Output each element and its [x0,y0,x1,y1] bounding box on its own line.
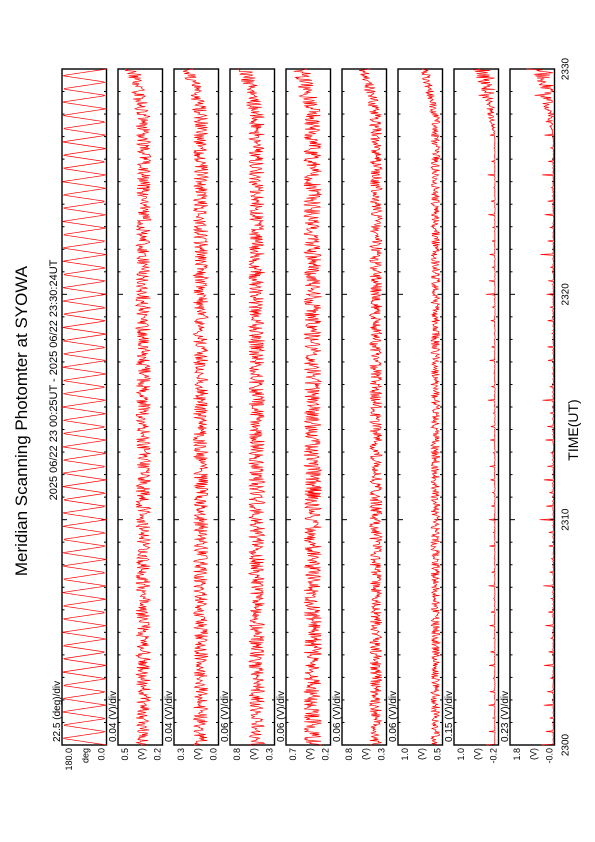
panel-3: 0.0 (V) 0.30.04 (V)/div [164,68,220,761]
y-tick-label: 0.2 [153,748,163,761]
time-range-label: 2025 06/22 23 00:25UT - 2025 06/22 23:30… [48,259,60,500]
panel-frame [61,68,108,746]
data-trace [293,68,323,746]
y-tick-label: 0.0 [97,748,107,761]
y-tick-label: (V) [136,748,146,760]
data-trace [125,68,152,746]
panel-7: 0.5 (V) 1.00.06 (V)/div [388,68,444,761]
panel-scale-label: 0.23 (V)/div [500,691,511,742]
panel-5: 0.2 (V) 0.70.06 (V)/div [276,68,332,761]
y-tick-label: (V) [192,748,202,760]
x-axis-label: TIME(UT) [565,399,581,460]
panel-scale-label: 0.06 (V)/div [332,691,343,742]
panel-frame [285,68,332,746]
data-trace [420,68,441,746]
x-axis: 2300 2310 2320 2330 [561,57,572,756]
y-tick-label: 0.8 [344,748,354,761]
y-tick-label: 0.3 [377,748,387,761]
x-tick-label: 2330 [561,57,572,80]
panel-8: -0.2 (V) 1.00.15 (V)/div [444,68,500,764]
panel-scale-label: 0.04 (V)/div [108,691,119,742]
y-tick-label: 0.5 [433,748,443,761]
y-tick-label: (V) [360,748,370,760]
y-tick-label: (V) [416,748,426,760]
y-tick-label: (V) [528,748,538,760]
y-tick-label: 180.0 [64,748,74,771]
y-tick-label: 0.3 [176,748,186,761]
y-tick-label: 1.0 [456,748,466,761]
data-trace [182,68,210,746]
data-trace [473,68,496,746]
panel-frame [117,68,164,746]
y-tick-label: -0.0 [545,748,555,764]
y-tick-label: 0.7 [288,748,298,761]
data-trace [61,68,107,746]
panel-scale-label: 22.5 (deg)/div [52,681,63,742]
y-tick-label: 0.8 [232,748,242,761]
data-trace [526,68,555,746]
data-trace [359,68,384,746]
y-tick-label: (V) [472,748,482,760]
panel-scale-label: 0.04 (V)/div [164,691,175,742]
panel-scale-label: 0.15 (V)/div [444,691,455,742]
data-trace [237,68,266,746]
panel-9: -0.0 (V) 1.80.23 (V)/div [500,68,556,764]
y-tick-label: 0.3 [265,748,275,761]
panel-6: 0.3 (V) 0.80.06 (V)/div [332,68,388,761]
x-tick-label: 2300 [561,733,572,756]
panel-scale-label: 0.06 (V)/div [388,691,399,742]
y-tick-label: 0.2 [321,748,331,761]
panel-1: 0.0 deg 180.022.5 (deg)/div [52,68,108,771]
x-tick-label: 2310 [561,508,572,531]
y-tick-label: 1.8 [512,748,522,761]
chart-title: Meridian Scanning Photomter at SYOWA [12,265,31,576]
y-tick-label: 0.5 [120,748,130,761]
panel-scale-label: 0.06 (V)/div [276,691,287,742]
panel-frame [509,68,556,746]
y-tick-label: (V) [304,748,314,760]
x-tick-label: 2320 [561,283,572,306]
y-tick-label: deg [80,748,90,763]
y-tick-label: 0.0 [209,748,219,761]
y-tick-label: (V) [248,748,258,760]
panel-scale-label: 0.06 (V)/div [220,691,231,742]
panel-4: 0.3 (V) 0.80.06 (V)/div [220,68,276,761]
panel-2: 0.2 (V) 0.50.04 (V)/div [108,68,164,761]
y-tick-label: 1.0 [400,748,410,761]
y-tick-label: -0.2 [489,748,499,764]
panel-frame [453,68,500,746]
